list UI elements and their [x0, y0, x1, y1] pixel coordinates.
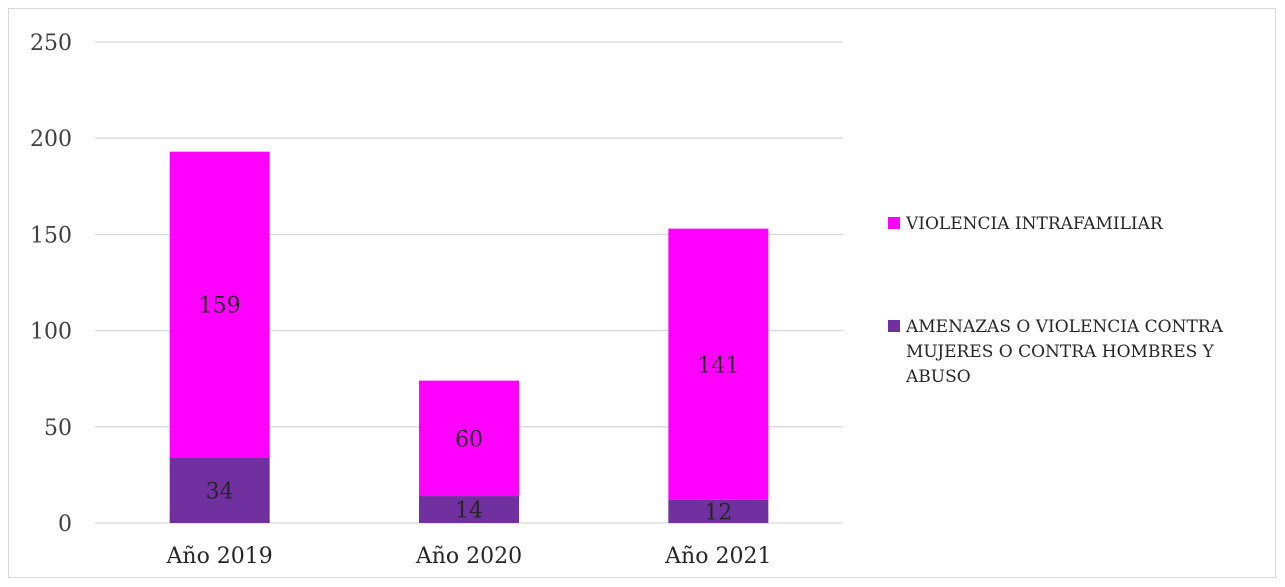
legend-swatch-1 [888, 217, 900, 229]
bar-violencia-intrafamiliar-0 [169, 151, 270, 458]
legend-label: ABUSO [905, 367, 971, 387]
y-tick-label: 200 [30, 127, 72, 152]
y-tick-label: 250 [30, 31, 72, 56]
legend-label: VIOLENCIA INTRAFAMILIAR [905, 214, 1164, 234]
y-tick-label: 100 [30, 320, 72, 345]
x-category-label: Año 2019 [166, 544, 273, 569]
data-label: 12 [704, 500, 732, 525]
x-axis-category-labels: Año 2019 Año 2020 Año 2021 [166, 544, 772, 569]
x-category-label: Año 2021 [664, 544, 771, 569]
data-label: 159 [199, 294, 241, 319]
bar-amenazas-1 [419, 496, 519, 523]
data-label: 141 [697, 353, 739, 378]
legend-label: AMENAZAS O VIOLENCIA CONTRA [905, 317, 1224, 337]
x-category-label: Año 2020 [415, 544, 522, 569]
y-axis-tick-labels: 0 50 100 150 200 250 [30, 31, 72, 537]
y-tick-label: 150 [30, 223, 72, 248]
data-label: 60 [455, 427, 483, 452]
data-labels: 34 159 14 60 12 141 [199, 294, 740, 526]
bar-amenazas-2 [668, 499, 769, 523]
legend-swatch-0 [888, 320, 900, 332]
bar-violencia-intrafamiliar-1 [419, 380, 519, 497]
legend-label: MUJERES O CONTRA HOMBRES Y [906, 342, 1215, 362]
bar-violencia-intrafamiliar-2 [668, 228, 769, 500]
data-label: 34 [206, 479, 234, 504]
data-label: 14 [455, 499, 483, 524]
bar-amenazas-0 [169, 457, 270, 523]
y-tick-label: 50 [44, 416, 72, 441]
y-tick-label: 0 [58, 512, 72, 537]
bars [169, 151, 769, 523]
legend: VIOLENCIA INTRAFAMILIAR AMENAZAS O VIOLEN… [888, 214, 1224, 387]
